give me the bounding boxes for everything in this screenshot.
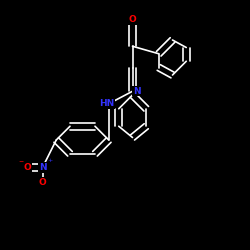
Text: O: O [38, 178, 46, 187]
Text: N: N [133, 87, 141, 96]
Text: O: O [24, 163, 32, 172]
Text: O: O [128, 16, 136, 24]
Text: −: − [18, 159, 24, 164]
Text: +: + [48, 158, 52, 162]
Text: N: N [39, 163, 46, 172]
Text: HN: HN [98, 99, 114, 108]
